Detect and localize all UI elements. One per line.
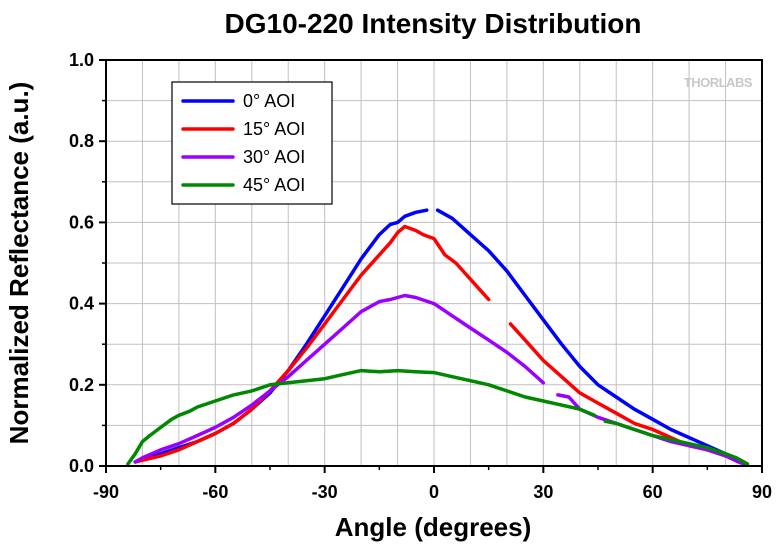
x-tick-label: 30	[533, 482, 553, 502]
x-axis-label: Angle (degrees)	[335, 512, 532, 542]
series-lines	[126, 208, 750, 466]
legend-label-1: 0° AOI	[243, 91, 295, 111]
axis-ticks	[99, 59, 763, 473]
series-line-4-segment-1	[126, 368, 597, 466]
legend-label-4: 45° AOI	[243, 175, 305, 195]
y-tick-label: 0.0	[69, 456, 94, 476]
chart-title: DG10-220 Intensity Distribution	[225, 8, 642, 39]
x-tick-labels: -90 -60 -30 0 30 60 90	[93, 482, 772, 502]
x-tick-label: -60	[202, 482, 228, 502]
series-line-3-segment-1	[133, 293, 546, 464]
y-tick-label: 0.2	[69, 375, 94, 395]
x-tick-label: -30	[312, 482, 338, 502]
x-tick-label: -90	[93, 482, 119, 502]
y-tick-label: 0.8	[69, 131, 94, 151]
y-tick-label: 1.0	[69, 50, 94, 70]
legend-label-3: 30° AOI	[243, 147, 305, 167]
thorlabs-watermark: THORLABS	[684, 75, 753, 90]
legend-label-2: 15° AOI	[243, 119, 305, 139]
x-tick-label: 0	[429, 482, 439, 502]
y-axis-label: Normalized Reflectance (a.u.)	[4, 82, 34, 445]
y-tick-label: 0.6	[69, 212, 94, 232]
y-tick-label: 0.4	[69, 294, 94, 314]
series-line-1-segment-2	[435, 208, 742, 464]
x-tick-label: 90	[752, 482, 772, 502]
x-tick-label: 60	[643, 482, 663, 502]
legend-items: 0° AOI 15° AOI 30° AOI 45° AOI	[181, 91, 305, 195]
series-line-4-segment-2	[603, 419, 750, 466]
legend: 0° AOI 15° AOI 30° AOI 45° AOI	[171, 81, 333, 205]
y-tick-labels: 0.0 0.2 0.4 0.6 0.8 1.0	[69, 50, 94, 476]
series-line-2-segment-1	[133, 224, 491, 464]
